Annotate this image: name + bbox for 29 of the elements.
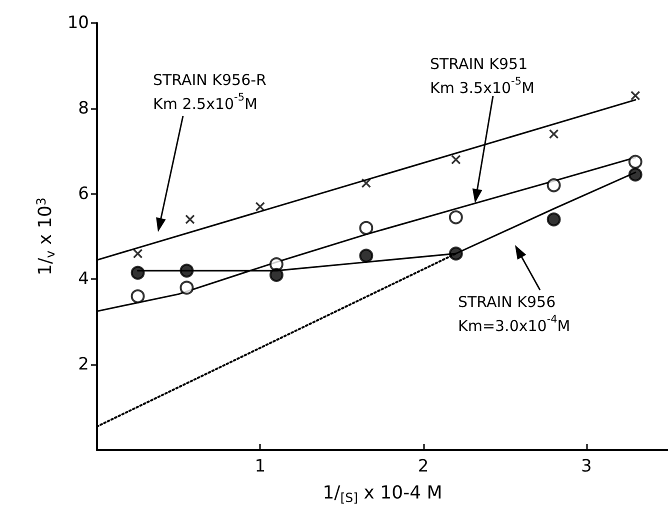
point [130,289,145,304]
x-tick-label: 2 [418,456,429,476]
point [255,202,266,212]
y-axis-title: 1/v x 103 [33,198,58,276]
point [269,268,284,282]
y-tick-label: 2 [78,354,89,375]
point [628,154,642,169]
point [448,210,463,224]
point [185,214,195,224]
point [180,264,194,278]
y-tick-label: 6 [78,184,89,204]
y-tick-label: 4 [78,269,89,290]
point [130,266,145,280]
point [359,220,374,235]
point [180,280,194,295]
point [546,212,561,226]
point [451,154,461,165]
point [361,178,372,188]
y-tick-label: 8 [78,98,89,118]
x-tick-label: 1 [254,456,266,476]
point [132,248,143,258]
point [630,90,640,100]
point [548,129,559,139]
x-tick-label: 3 [581,456,592,476]
point [546,178,561,192]
point [448,246,463,261]
point [359,248,374,263]
y-tick-label: 10 [67,13,89,33]
point [628,168,642,182]
